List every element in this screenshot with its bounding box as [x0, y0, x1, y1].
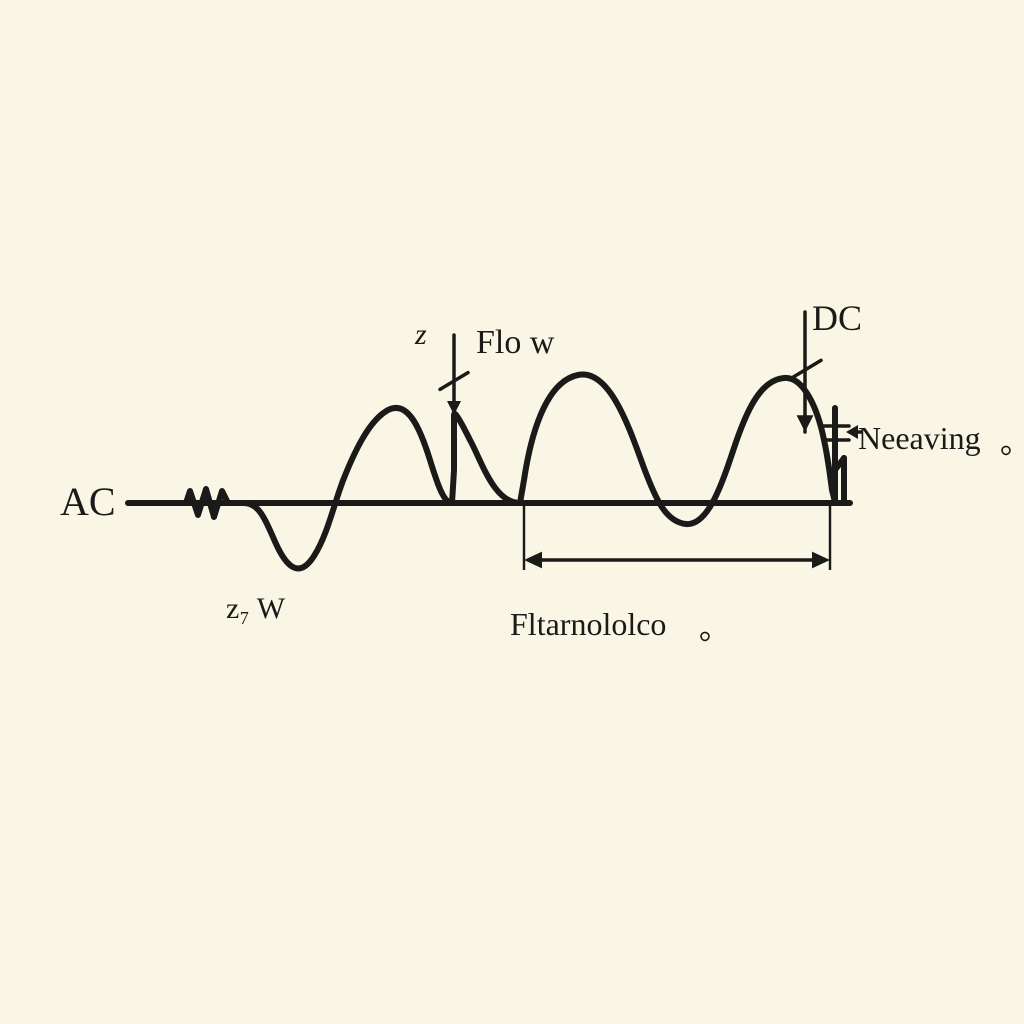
z-label: z — [415, 318, 427, 352]
ac-label: AC — [60, 478, 116, 525]
flow-label: Flo w — [476, 324, 554, 362]
neeaving-label: Neeaving — [858, 420, 981, 457]
zw-label: z₇ W — [226, 592, 285, 626]
fltarnololco-label: Fltarnololco — [510, 606, 666, 643]
dc-label: DC — [812, 297, 862, 339]
diagram-canvas: AC DC Flo w z z₇ W Neeaving Fltarnololco — [0, 0, 1024, 1024]
waveform-svg — [0, 0, 1024, 1024]
